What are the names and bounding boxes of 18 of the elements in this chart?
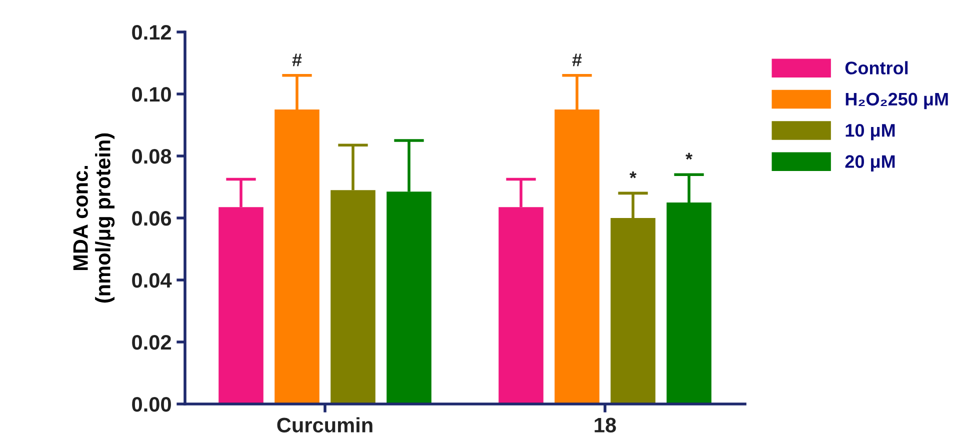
x-tick-label: Curcumin: [277, 417, 372, 432]
y-tick-label: 0.04: [132, 273, 172, 288]
x-tick-label: 18: [594, 418, 616, 432]
legend-label: Control: [845, 61, 908, 74]
data-label: *: [686, 152, 692, 160]
y-tick-label: 0.10: [132, 87, 171, 102]
y-tick-label: 0.00: [132, 397, 171, 412]
y-tick-label: 0.06: [132, 211, 172, 226]
y-tick-label: 0.08: [132, 149, 172, 164]
data-label: *: [630, 171, 636, 178]
legend-label: 10 μM: [846, 124, 895, 140]
data-label: #: [572, 54, 582, 66]
y-tick-label: 0.02: [132, 335, 171, 350]
y-tick-label: 0.12: [132, 25, 171, 40]
y-axis-title: MDA conc. (nmol/μg protein): [73, 133, 115, 303]
legend-label: H₂O₂250 μM: [846, 92, 948, 110]
legend-label: 20 μM: [845, 155, 895, 172]
data-label: #: [292, 54, 302, 66]
